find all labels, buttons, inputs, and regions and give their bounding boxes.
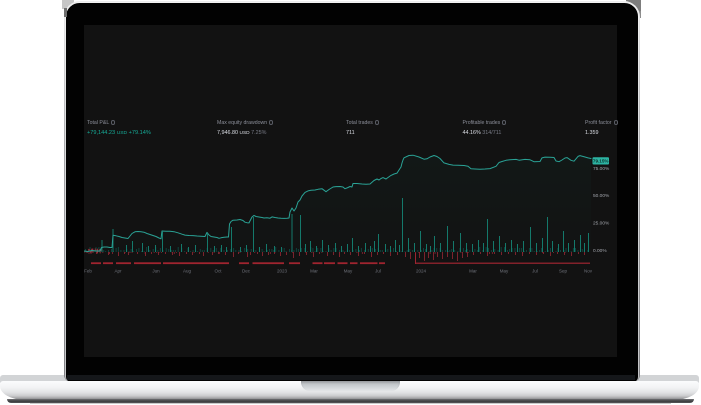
svg-text:75.00%: 75.00% [593, 166, 610, 172]
svg-text:2024: 2024 [416, 269, 427, 274]
svg-text:Sep: Sep [559, 269, 568, 274]
svg-text:Oct: Oct [214, 269, 222, 274]
svg-text:May: May [344, 269, 353, 274]
svg-text:50.00%: 50.00% [593, 193, 610, 199]
svg-text:Nov: Nov [584, 269, 593, 274]
svg-text:79.15%: 79.15% [593, 159, 609, 164]
svg-text:Aug: Aug [183, 269, 192, 274]
svg-text:Apr: Apr [114, 269, 122, 274]
svg-text:Mar: Mar [469, 269, 477, 274]
svg-text:25.00%: 25.00% [593, 221, 610, 227]
svg-text:Feb: Feb [84, 269, 92, 274]
svg-text:Dec: Dec [242, 269, 251, 274]
svg-text:0.00%: 0.00% [593, 248, 607, 254]
svg-text:Jul: Jul [375, 269, 381, 274]
svg-text:2023: 2023 [277, 269, 288, 274]
svg-text:Jul: Jul [532, 269, 538, 274]
svg-text:May: May [500, 269, 509, 274]
svg-text:Mar: Mar [310, 269, 318, 274]
svg-text:Jun: Jun [152, 269, 160, 274]
